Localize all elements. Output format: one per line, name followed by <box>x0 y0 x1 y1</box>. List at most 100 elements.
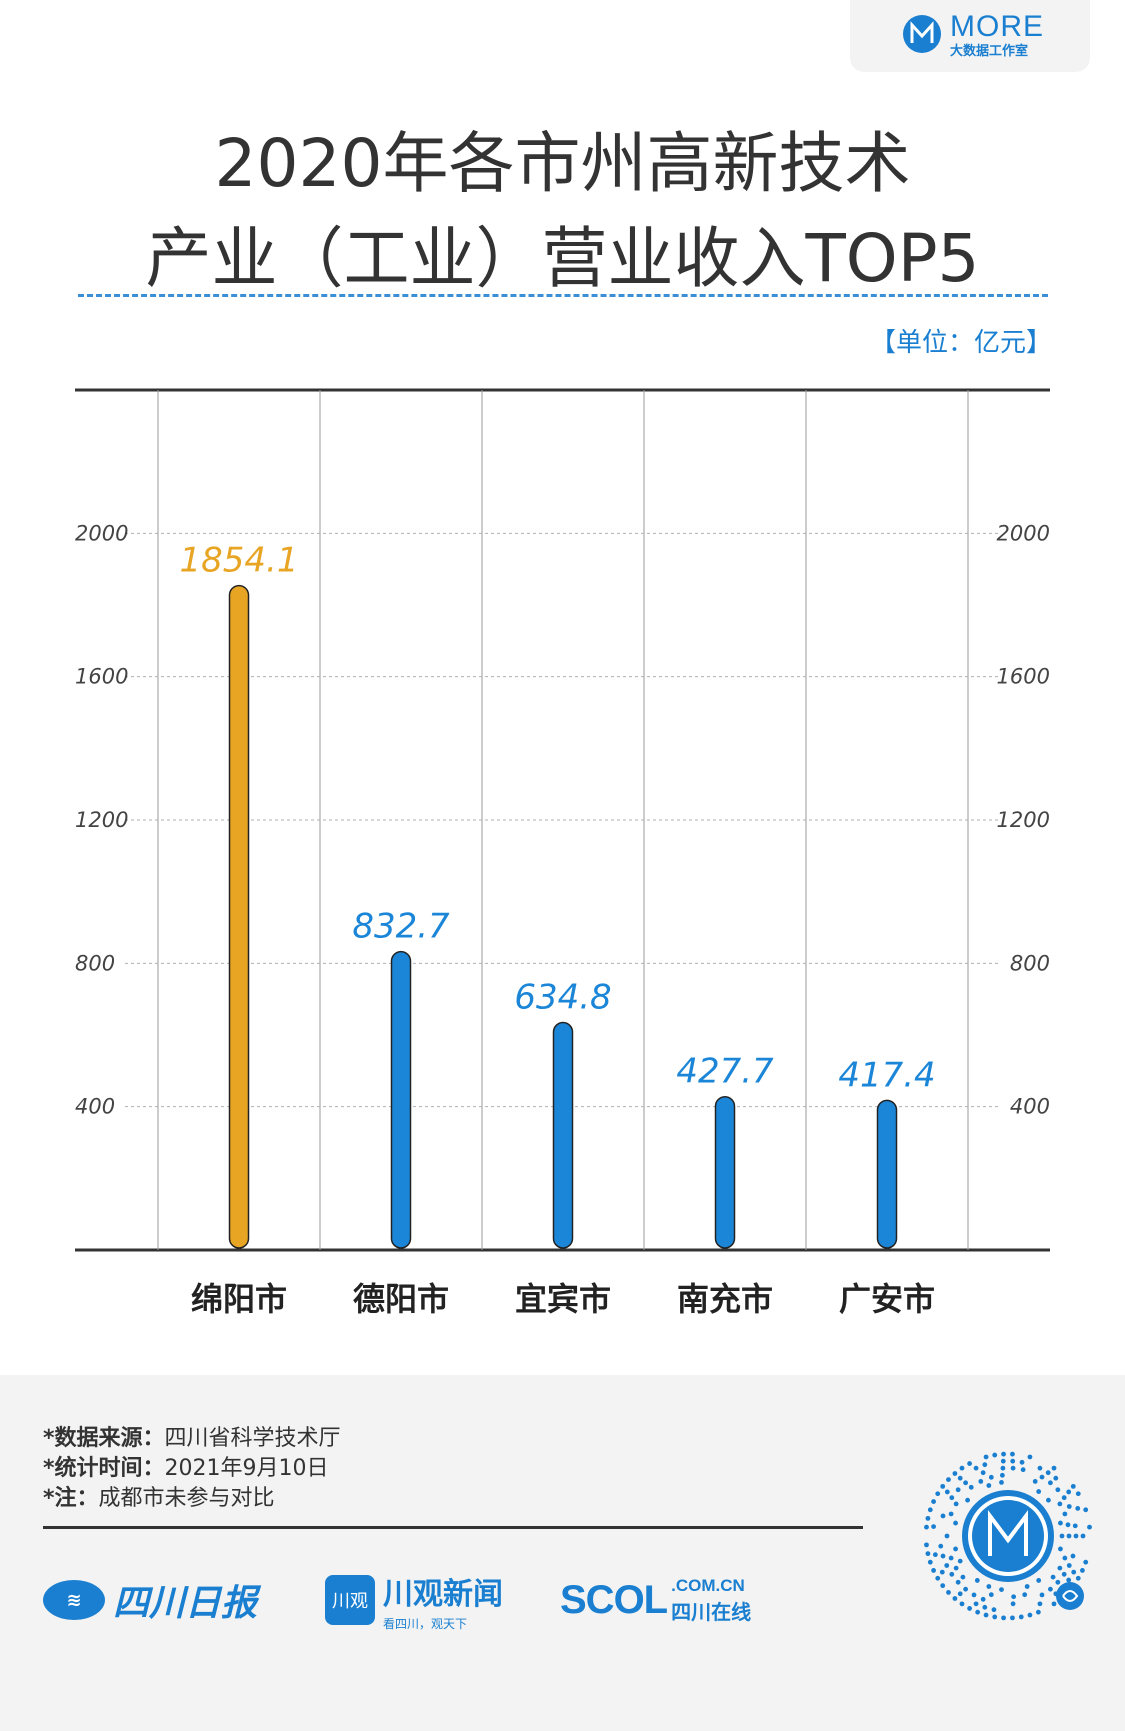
time-value: 2021年9月10日 <box>164 1456 329 1481</box>
qr-dot <box>953 1546 958 1552</box>
qr-dot <box>949 1571 955 1577</box>
qr-dot <box>955 1487 961 1493</box>
qr-dot <box>1087 1524 1092 1530</box>
y-tick-label-left: 1600 <box>75 665 128 689</box>
qr-dot <box>1010 1451 1015 1457</box>
qr-dot <box>1027 1454 1033 1460</box>
y-tick-label-right: 400 <box>1010 1095 1050 1119</box>
qr-dot <box>1057 1565 1063 1571</box>
category-label-2: 德阳市 <box>353 1280 449 1318</box>
scol-cn-text: 四川在线 <box>671 1599 752 1624</box>
qr-dot <box>1051 1465 1057 1471</box>
qr-dot <box>931 1499 936 1504</box>
qr-code-icon[interactable] <box>920 1448 1096 1624</box>
value-label-2: 832.7 <box>352 907 450 947</box>
qr-dot <box>973 1465 979 1471</box>
qr-dot <box>938 1543 944 1549</box>
qr-dot <box>959 1601 965 1607</box>
qr-dot <box>1071 1569 1077 1575</box>
category-label-3: 宜宾市 <box>515 1280 611 1318</box>
qr-dot <box>963 1586 969 1592</box>
footer <box>0 1375 1125 1731</box>
qr-dot <box>948 1555 954 1561</box>
y-tick-label-right: 1200 <box>997 808 1050 832</box>
qr-dot <box>1058 1546 1063 1552</box>
bar-4 <box>714 1095 736 1249</box>
qr-dot <box>983 1612 989 1618</box>
y-tick-label-right: 800 <box>1010 951 1050 975</box>
qr-dot <box>940 1483 946 1489</box>
grid-layer <box>75 388 1050 1252</box>
brand-subtitle: 大数据工作室 <box>950 44 1029 59</box>
qr-dot <box>1036 1578 1042 1583</box>
chuanguan-text: 川观新闻 <box>383 1576 503 1612</box>
qr-dot <box>992 1452 998 1458</box>
qr-dot <box>1073 1533 1079 1539</box>
qr-dot <box>1061 1571 1067 1577</box>
source-note: *数据来源：四川省科学技术厅 <box>43 1420 341 1452</box>
source-label: *数据来源： <box>43 1426 165 1451</box>
qr-dot <box>1051 1601 1057 1607</box>
qr-dot <box>932 1552 938 1558</box>
qr-dot <box>944 1563 950 1568</box>
qr-dot <box>1000 1458 1006 1464</box>
qr-dot <box>953 1565 959 1571</box>
qr-dot <box>953 1501 959 1507</box>
qr-dot <box>952 1596 958 1601</box>
qr-dot <box>967 1461 972 1466</box>
qr-dot <box>1001 1451 1006 1457</box>
bar-5 <box>876 1099 898 1249</box>
qr-dot <box>1080 1568 1085 1573</box>
qr-dot <box>1035 1609 1041 1615</box>
qr-dot <box>1037 1601 1043 1607</box>
qr-dot <box>959 1465 965 1471</box>
qr-dot <box>1062 1555 1068 1561</box>
comment-note: *注：成都市未参与对比 <box>43 1480 275 1512</box>
y-tick-label-right: 1600 <box>997 665 1050 689</box>
y-tick-label-left: 1200 <box>75 808 128 832</box>
qr-dot <box>955 1579 961 1585</box>
bar-1 <box>228 584 250 1249</box>
scol-logo: SCOL .COM.CN 四川在线 <box>560 1572 751 1628</box>
sichuan-daily-mark-icon: ≋ <box>43 1580 105 1620</box>
qr-dot <box>980 1596 986 1602</box>
qr-dot <box>988 1592 994 1598</box>
qr-dot <box>1072 1523 1078 1529</box>
qr-dot <box>1070 1553 1076 1559</box>
qr-dot <box>973 1601 979 1607</box>
bar-chart: 400 400 800 800 1200 1200 1600 1600 2000 2000 185… <box>75 388 1050 1318</box>
chuanguan-news-logo: 川观 川观新闻 看四川，观天下 <box>325 1572 503 1631</box>
qr-dot <box>1024 1584 1030 1589</box>
qr-dot <box>1039 1474 1045 1480</box>
qr-dot <box>967 1606 972 1611</box>
qr-dot <box>939 1569 945 1575</box>
y-tick-label-right: 2000 <box>997 521 1050 545</box>
qr-dot <box>1039 1592 1045 1598</box>
value-label-4: 427.7 <box>676 1052 774 1092</box>
category-label-1: 绵阳市 <box>191 1280 287 1318</box>
qr-dot <box>1055 1579 1061 1585</box>
qr-dot <box>925 1515 931 1521</box>
qr-dot <box>991 1607 997 1613</box>
qr-dot <box>1018 1614 1024 1620</box>
qr-dot <box>1057 1501 1063 1507</box>
qr-dot <box>952 1471 958 1476</box>
qr-dot <box>957 1558 963 1564</box>
qr-dot <box>924 1542 929 1548</box>
qr-dot <box>1020 1467 1026 1473</box>
note-value: 成都市未参与对比 <box>98 1486 275 1511</box>
qr-dot <box>982 1604 988 1610</box>
qr-dot <box>1055 1487 1061 1493</box>
qr-dot <box>963 1480 969 1486</box>
y-tick-label-left: 2000 <box>75 521 128 545</box>
scol-text: SCOL <box>560 1577 668 1622</box>
qr-dot <box>935 1491 941 1497</box>
qr-dot <box>1047 1586 1053 1592</box>
sichuan-daily-text: 四川日报 <box>113 1582 258 1624</box>
qr-dot <box>1036 1489 1042 1494</box>
qr-dot <box>978 1478 984 1484</box>
qr-dot <box>960 1574 966 1580</box>
chart-title-line-1: 2020年各市州高新技术 <box>214 125 911 202</box>
qr-dot <box>1047 1480 1053 1486</box>
qr-dot <box>1046 1497 1051 1503</box>
